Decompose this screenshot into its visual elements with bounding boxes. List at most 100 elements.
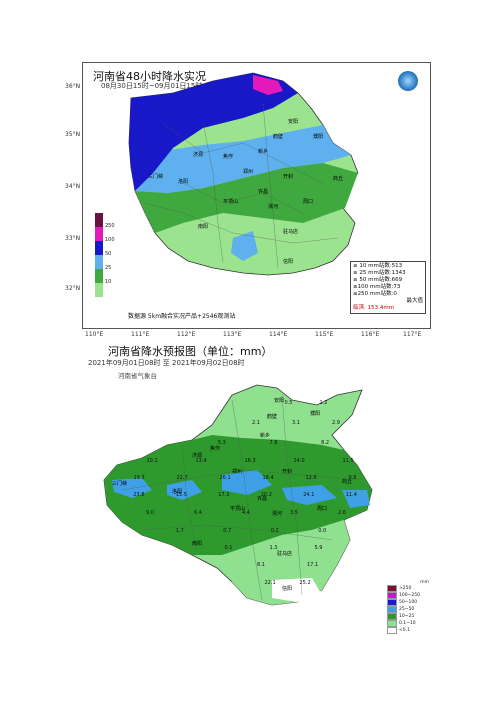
- city-label: 平顶山: [223, 199, 239, 205]
- city-label: 周口: [303, 199, 314, 205]
- legend-50: 50: [105, 251, 112, 257]
- lon-label-110: 110°E: [85, 331, 104, 338]
- forecast-value: 5.3: [217, 440, 226, 446]
- lon-label-116: 116°E: [361, 331, 380, 338]
- forecast-value: 4.4: [242, 510, 250, 516]
- map2-canvas: [103, 384, 373, 606]
- forecast-value: 16.3: [244, 458, 256, 464]
- lon-label-114: 114°E: [269, 331, 288, 338]
- map1-source: 数据源 5km融合实况产品+2546观测站: [128, 313, 236, 320]
- map2-title: 河南省降水预报图（单位：mm）: [108, 345, 273, 358]
- lat-label-32: 32°N: [65, 285, 81, 292]
- forecast-value: 2.9: [332, 420, 340, 426]
- city-label: 新乡: [258, 149, 269, 155]
- forecast-value: 3.5: [290, 510, 298, 516]
- forecast-value: 1.2: [319, 400, 328, 406]
- lat-label-36: 36°N: [65, 83, 81, 90]
- forecast-value: 5.9: [314, 545, 323, 551]
- forecast-value: 8.2: [321, 440, 330, 446]
- lon-label-112: 112°E: [177, 331, 196, 338]
- city-label: 焦作: [223, 154, 234, 160]
- forecast-value: 20.2: [260, 492, 272, 498]
- lon-label-111: 111°E: [131, 331, 150, 338]
- stat-line: ≥100 mm站数:73: [353, 284, 401, 290]
- map2-legend: mm >250 100~250 50~100 25~50 10~25 0.1~1…: [387, 580, 429, 634]
- city-label: 周口: [317, 506, 328, 512]
- forecast-value: 25.2: [299, 580, 311, 586]
- city-label: 驻马店: [277, 551, 293, 557]
- city-label: 漯河: [268, 204, 279, 210]
- lon-label-115: 115°E: [315, 331, 334, 338]
- legend-100: 100: [105, 237, 115, 243]
- legend-250: 250: [105, 223, 115, 229]
- city-label: 南阳: [192, 541, 203, 547]
- city-label: 商丘: [333, 176, 344, 182]
- map1-title: 河南省48小时降水实况: [93, 70, 206, 83]
- forecast-value: 9.8: [348, 475, 357, 481]
- forecast-value: 0.7: [223, 528, 232, 534]
- forecast-value: 1.3: [269, 545, 278, 551]
- city-label: 郑州: [232, 469, 243, 475]
- city-label: 信阳: [283, 259, 294, 265]
- rainfall-observation-map: 河南省48小时降水实况 08月30日15时~09月01日15时 36°N 35°…: [65, 62, 431, 338]
- city-label: 濮阳: [313, 134, 324, 140]
- city-label: 济源: [192, 453, 203, 459]
- forecast-value: 26.1: [219, 475, 231, 481]
- stat-line: ≥ 50 mm站数:669: [353, 277, 403, 283]
- city-label: 驻马店: [283, 229, 299, 235]
- lon-label-117: 117°E: [403, 331, 422, 338]
- stat-line: ≥ 10 mm站数:513: [353, 263, 403, 269]
- city-label: 商丘: [342, 479, 353, 485]
- forecast-value: 0.1: [224, 545, 233, 551]
- city-label: 三门峡: [112, 481, 128, 487]
- stat-line: ≥250 mm站数:0: [353, 291, 397, 297]
- max-label: 最大值: [406, 298, 423, 304]
- city-label: 许昌: [257, 496, 268, 502]
- map1-subtitle: 08月30日15时~09月01日15时: [101, 82, 203, 90]
- city-label: 三门峡: [148, 174, 164, 180]
- forecast-value: 11.5: [342, 458, 354, 464]
- forecast-value: 22.7: [176, 475, 188, 481]
- forecast-value: 0.2: [270, 528, 279, 534]
- lat-label-33: 33°N: [65, 235, 81, 242]
- city-label: 郑州: [243, 169, 254, 175]
- forecast-value: 23.8: [133, 492, 145, 498]
- forecast-value: 15.5: [175, 492, 187, 498]
- legend-unit: mm: [420, 580, 429, 585]
- legend-10: 10: [105, 279, 112, 285]
- stats-box: ≥ 10 mm站数:513 ≥ 25 mm站数:1343 ≥ 50 mm站数:6…: [350, 261, 426, 314]
- forecast-value: 1.7: [175, 528, 184, 534]
- city-label: 鹤壁: [273, 134, 284, 140]
- city-label: 鹤壁: [267, 414, 278, 420]
- map2-subtitle: 2021年09月01日08时 至 2021年09月02日08时: [88, 359, 245, 367]
- city-label: 平顶山: [230, 506, 246, 512]
- forecast-value: 11.4: [345, 492, 357, 498]
- legend-entry: 10~25: [399, 614, 415, 619]
- city-label: 洛阳: [178, 179, 189, 185]
- forecast-value: 14.0: [293, 458, 305, 464]
- max-value: 临淇: 153.4mm: [353, 305, 395, 311]
- rainfall-forecast-map: 河南省降水预报图（单位：mm） 2021年09月01日08时 至 2021年09…: [82, 340, 429, 658]
- city-label: 南阳: [198, 224, 209, 230]
- legend-25: 25: [105, 265, 112, 271]
- map1-legend: [95, 213, 103, 297]
- legend-entry: 25~50: [399, 607, 415, 612]
- lon-label-113: 113°E: [223, 331, 242, 338]
- forecast-value: 17.3: [218, 492, 230, 498]
- forecast-value: 2.1: [252, 420, 260, 426]
- lat-label-34: 34°N: [65, 183, 81, 190]
- stat-line: ≥ 25 mm站数:1343: [353, 270, 406, 276]
- forecast-value: 3.1: [292, 420, 300, 426]
- map1-canvas: [128, 72, 359, 276]
- forecast-value: 0.5: [284, 400, 293, 406]
- legend-entry: >250: [399, 586, 412, 591]
- city-label: 漯河: [272, 511, 283, 517]
- forecast-value: 7.8: [269, 440, 278, 446]
- legend-entry: <0.1: [399, 628, 410, 633]
- city-label: 信阳: [282, 586, 293, 592]
- forecast-value: 6.4: [194, 510, 202, 516]
- forecast-value: 24.1: [303, 492, 315, 498]
- city-label: 济源: [193, 152, 204, 158]
- forecast-value: 17.1: [307, 562, 319, 568]
- forecast-value: 10.1: [146, 458, 158, 464]
